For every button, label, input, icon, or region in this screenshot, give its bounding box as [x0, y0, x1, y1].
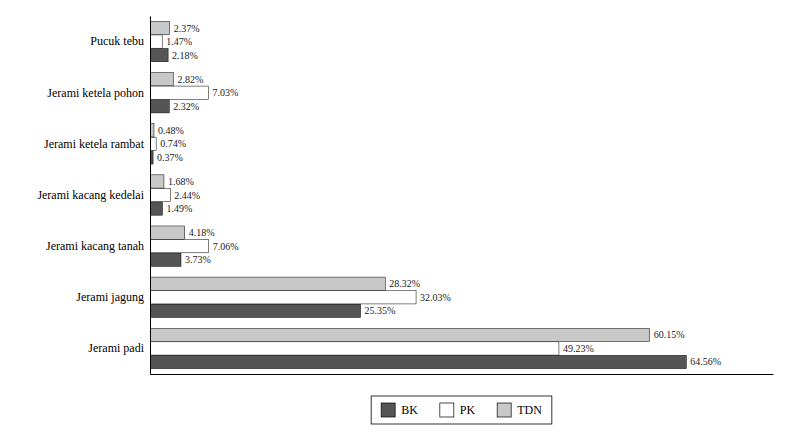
data-label: 64.56%: [690, 356, 721, 367]
bar: [150, 277, 385, 290]
data-label: 49.23%: [563, 343, 594, 354]
y-tick-label: Jerami kacang tanah: [46, 239, 144, 253]
y-tick: Jerami kacang tanah: [46, 239, 144, 253]
y-tick-label: Pucuk tebu: [90, 34, 144, 48]
legend-swatch: [381, 403, 395, 417]
data-label: 0.74%: [160, 138, 186, 149]
bar: [150, 304, 361, 317]
y-tick: Jerami ketela pohon: [47, 86, 144, 100]
bar: [150, 291, 416, 304]
legend-item: BK: [381, 403, 418, 417]
bar: [150, 175, 164, 188]
y-tick: Pucuk tebu: [90, 34, 144, 48]
bar: [150, 35, 162, 48]
bar-series: [150, 48, 686, 368]
legend-swatch: [440, 403, 454, 417]
y-tick-label: Jerami padi: [88, 341, 144, 355]
bar: [150, 240, 209, 253]
bar: [150, 253, 181, 266]
y-tick: Jerami kacang kedelai: [37, 188, 144, 202]
data-label: 1.49%: [166, 203, 192, 214]
legend-item: PK: [440, 403, 476, 417]
legend-swatch: [497, 403, 511, 417]
data-label: 0.48%: [158, 125, 184, 136]
data-label: 2.32%: [173, 101, 199, 112]
legend-label: BK: [401, 403, 418, 417]
bar: [150, 48, 168, 61]
x-axis-line: [151, 374, 774, 375]
data-labels: 64.56% 25.35% 3.73% 1.49% 0.37% 2.32% 2.18% 49.…: [157, 23, 721, 368]
legend-item: TDN: [497, 403, 542, 417]
bars: [150, 21, 686, 368]
data-label: 7.03%: [212, 87, 238, 98]
data-label: 7.06%: [213, 241, 239, 252]
data-label: 60.15%: [654, 329, 685, 340]
data-label: 2.18%: [172, 50, 198, 61]
bar: [150, 328, 650, 341]
legend-label: PK: [460, 403, 476, 417]
bar-series: [150, 35, 559, 355]
data-label: 1.68%: [168, 176, 194, 187]
data-label: 0.37%: [157, 152, 183, 163]
y-tick: Jerami padi: [88, 341, 144, 355]
legend: BK PK TDN: [371, 396, 552, 424]
legend-label: TDN: [517, 403, 542, 417]
bar: [150, 202, 162, 215]
bar: [150, 73, 173, 86]
legend-items: BK PK TDN: [381, 403, 542, 417]
data-label: 25.35%: [365, 305, 396, 316]
data-label: 28.32%: [389, 278, 420, 289]
bar: [150, 100, 169, 113]
data-label: 3.73%: [185, 254, 211, 265]
x-axis: [151, 374, 774, 375]
data-label: 4.18%: [189, 227, 215, 238]
legend-frame: [371, 396, 552, 424]
y-tick-label: Jerami jagung: [76, 290, 144, 304]
bar: [150, 355, 686, 368]
bar: [150, 86, 208, 99]
y-tick-label: Jerami ketela rambat: [44, 137, 145, 151]
bar: [150, 226, 185, 239]
y-axis-line: [150, 17, 151, 375]
y-tick-label: Jerami kacang kedelai: [37, 188, 144, 202]
chart: 64.56% 25.35% 3.73% 1.49% 0.37% 2.32% 2.18% 49.…: [0, 0, 803, 436]
bar: [150, 21, 170, 34]
plot: 64.56% 25.35% 3.73% 1.49% 0.37% 2.32% 2.18% 49.…: [37, 17, 773, 375]
data-label: 32.03%: [420, 292, 451, 303]
data-label: 2.37%: [174, 23, 200, 34]
y-axis: Jerami padi Jerami jagung Jerami kacang ta…: [37, 17, 150, 375]
y-tick: Jerami ketela rambat: [44, 137, 145, 151]
data-label: 2.82%: [177, 74, 203, 85]
bar: [150, 188, 170, 201]
bar: [150, 342, 559, 355]
data-label: 2.44%: [174, 190, 200, 201]
y-tick-label: Jerami ketela pohon: [47, 86, 144, 100]
data-label: 1.47%: [166, 36, 192, 47]
bar-series: [150, 21, 650, 341]
y-tick: Jerami jagung: [76, 290, 144, 304]
